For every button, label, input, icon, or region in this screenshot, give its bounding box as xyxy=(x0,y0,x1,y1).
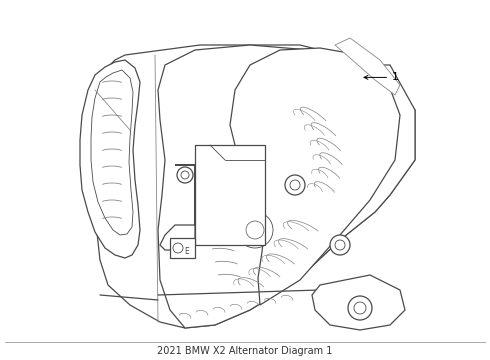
Circle shape xyxy=(335,240,345,250)
Polygon shape xyxy=(95,45,415,328)
Polygon shape xyxy=(160,165,195,250)
Polygon shape xyxy=(91,70,133,235)
Circle shape xyxy=(173,243,183,253)
Circle shape xyxy=(348,296,372,320)
Circle shape xyxy=(177,167,193,183)
Text: 1: 1 xyxy=(364,72,399,82)
Circle shape xyxy=(290,180,300,190)
Polygon shape xyxy=(195,145,265,245)
Polygon shape xyxy=(312,275,405,330)
Circle shape xyxy=(246,221,264,239)
Text: E: E xyxy=(185,248,189,256)
Circle shape xyxy=(285,175,305,195)
Circle shape xyxy=(237,212,273,248)
Polygon shape xyxy=(158,45,415,328)
Circle shape xyxy=(181,171,189,179)
Polygon shape xyxy=(335,38,400,95)
Polygon shape xyxy=(80,60,140,258)
Polygon shape xyxy=(230,48,400,305)
Circle shape xyxy=(330,235,350,255)
Polygon shape xyxy=(170,238,195,258)
Text: 2021 BMW X2 Alternator Diagram 1: 2021 BMW X2 Alternator Diagram 1 xyxy=(157,346,333,356)
Circle shape xyxy=(354,302,366,314)
